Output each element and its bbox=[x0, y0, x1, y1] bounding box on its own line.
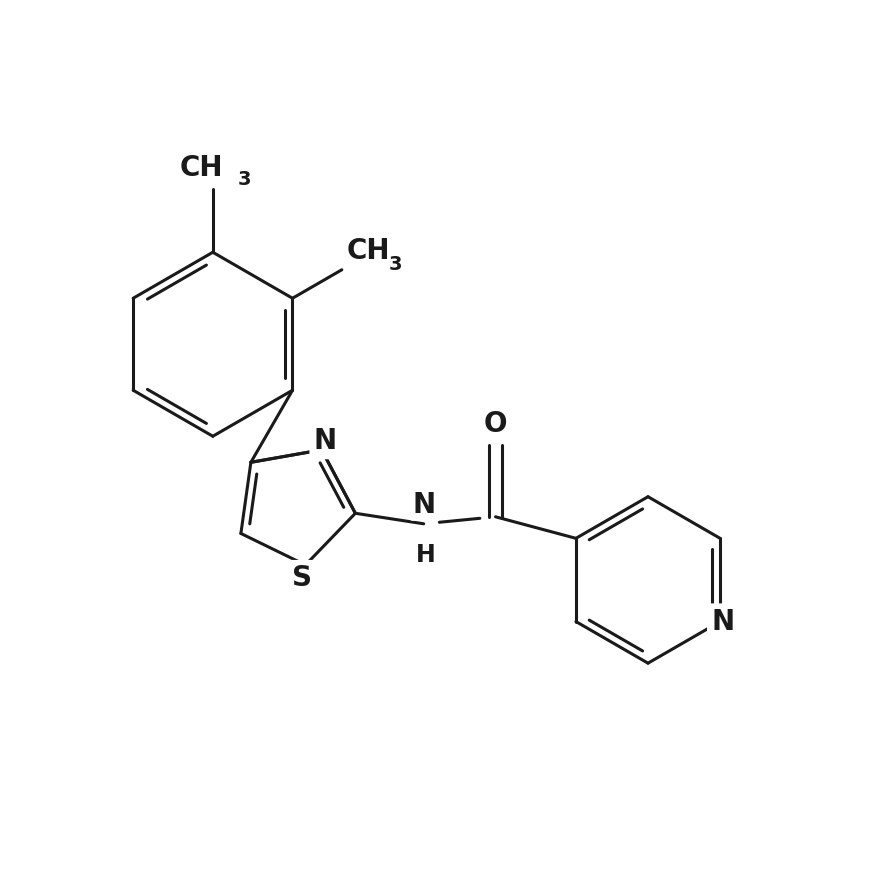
Text: N: N bbox=[412, 490, 435, 519]
Text: N: N bbox=[711, 608, 734, 635]
Text: H: H bbox=[416, 543, 435, 567]
Text: 3: 3 bbox=[238, 170, 251, 190]
Text: 3: 3 bbox=[388, 255, 401, 274]
Text: CH: CH bbox=[346, 238, 390, 265]
Text: O: O bbox=[484, 410, 507, 438]
Text: CH: CH bbox=[180, 154, 223, 182]
Text: N: N bbox=[313, 427, 336, 455]
Text: S: S bbox=[292, 564, 312, 592]
